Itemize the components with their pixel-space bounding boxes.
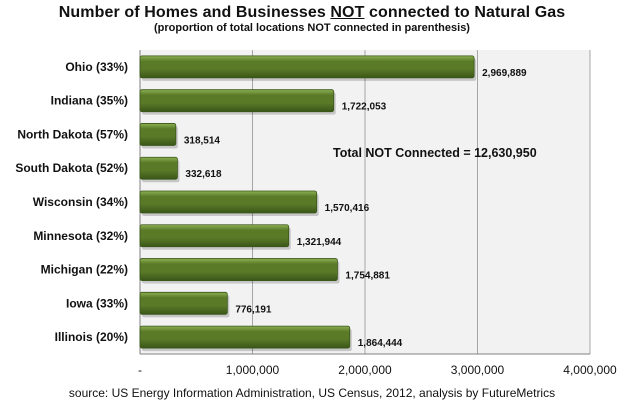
- data-label: 1,754,881: [345, 271, 390, 282]
- x-tick-label: 1,000,000: [226, 363, 280, 377]
- bar: [139, 325, 351, 349]
- bar: [139, 156, 178, 180]
- chart-source: source: US Energy Information Administra…: [68, 386, 556, 400]
- category-label: Indiana (35%): [51, 94, 128, 108]
- data-label: 1,864,444: [358, 338, 403, 349]
- category-label: Ohio (33%): [65, 60, 128, 74]
- data-label: 318,514: [184, 135, 221, 146]
- bar: [139, 224, 290, 248]
- bar: [139, 123, 177, 146]
- category-label: Michigan (22%): [41, 263, 128, 277]
- bar: [139, 89, 335, 113]
- x-tick-label: -: [138, 363, 142, 377]
- x-tick-label: 3,000,000: [451, 363, 505, 377]
- chart-title-emphasis: NOT: [330, 4, 365, 21]
- total-annotation: Total NOT Connected = 12,630,950: [333, 146, 537, 160]
- category-label: Iowa (33%): [66, 296, 128, 310]
- category-label: Illinois (20%): [55, 330, 128, 344]
- x-tick-label: 2,000,000: [338, 363, 392, 377]
- chart-title-prefix: Number of Homes and Businesses: [58, 4, 331, 21]
- data-label: 332,618: [185, 169, 222, 180]
- data-label: 1,321,944: [297, 237, 342, 248]
- data-label: 776,191: [235, 304, 272, 315]
- data-label: 2,969,889: [482, 68, 527, 79]
- bar: [139, 258, 338, 281]
- category-label: Minnesota (32%): [33, 229, 128, 243]
- bar: [139, 291, 228, 315]
- x-tick-label: 4,000,000: [563, 363, 617, 377]
- bar: [139, 55, 475, 79]
- bar: [139, 190, 318, 214]
- category-label: Wisconsin (34%): [33, 195, 128, 209]
- category-label: North Dakota (57%): [17, 127, 128, 141]
- category-label: South Dakota (52%): [15, 161, 128, 175]
- chart-title-suffix: connected to Natural Gas: [364, 4, 566, 21]
- data-label: 1,722,053: [342, 102, 387, 113]
- chart-title: Number of Homes and Businesses NOT conne…: [0, 4, 624, 22]
- data-label: 1,570,416: [325, 203, 370, 214]
- chart-subtitle: (proportion of total locations NOT conne…: [154, 22, 470, 34]
